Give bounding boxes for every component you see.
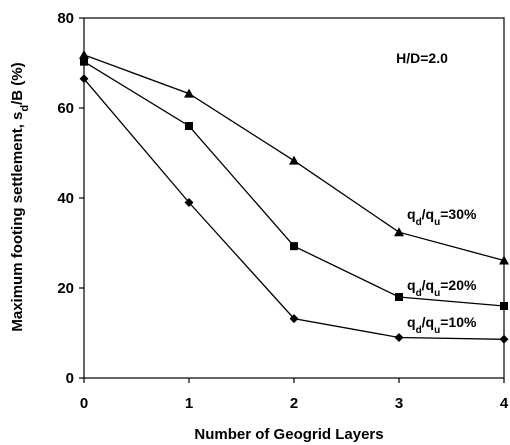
data-point-square [80, 57, 88, 66]
data-point-square [185, 122, 193, 130]
y-axis-title-subscript: d [19, 105, 31, 112]
y-axis-title-unit: /B (%) [9, 62, 26, 105]
series-label-10: qd/qu=10% [407, 314, 477, 336]
chart-annotation: H/D=2.0 [396, 50, 448, 66]
y-tick-label: 80 [57, 10, 74, 27]
x-tick-label: 2 [290, 395, 298, 412]
data-point-diamond [499, 334, 509, 344]
x-tick-label: 3 [395, 395, 403, 412]
data-point-diamond [184, 198, 194, 207]
data-point-square [500, 302, 508, 310]
data-point-square [395, 293, 403, 301]
data-point-triangle [499, 255, 509, 265]
series-lines [83, 54, 505, 340]
data-point-diamond [79, 74, 89, 84]
series-label-30: qd/qu=30% [407, 206, 477, 228]
y-tick-label: 60 [57, 100, 74, 117]
data-point-diamond [289, 314, 299, 324]
y-tick-label: 20 [57, 280, 74, 297]
y-axis-title: Maximum footing settlement, sd/B (%) [9, 62, 31, 331]
data-point-triangle [394, 227, 404, 237]
data-point-triangle [79, 49, 89, 59]
y-axis-title-main: Maximum footing settlement, s [9, 112, 26, 332]
series-line-1 [83, 61, 505, 307]
x-tick-label: 1 [185, 395, 193, 412]
x-tick-label: 0 [80, 395, 88, 412]
data-point-square [290, 242, 298, 251]
x-tick-label: 4 [500, 395, 509, 412]
y-tick-label: 40 [57, 190, 74, 207]
x-axis-ticks: 0 1 2 3 4 [80, 378, 509, 412]
y-tick-label: 0 [66, 370, 74, 387]
series-labels: qd/qu=30% qd/qu=20% qd/qu=10% [407, 206, 477, 336]
data-point-triangle [184, 88, 194, 98]
data-point-diamond [394, 333, 404, 342]
series-label-20: qd/qu=20% [407, 277, 477, 299]
data-point-triangle [289, 155, 299, 165]
y-axis-ticks: 0 20 40 60 80 [57, 10, 84, 387]
series-markers [79, 49, 509, 344]
x-axis-title: Number of Geogrid Layers [194, 426, 383, 443]
